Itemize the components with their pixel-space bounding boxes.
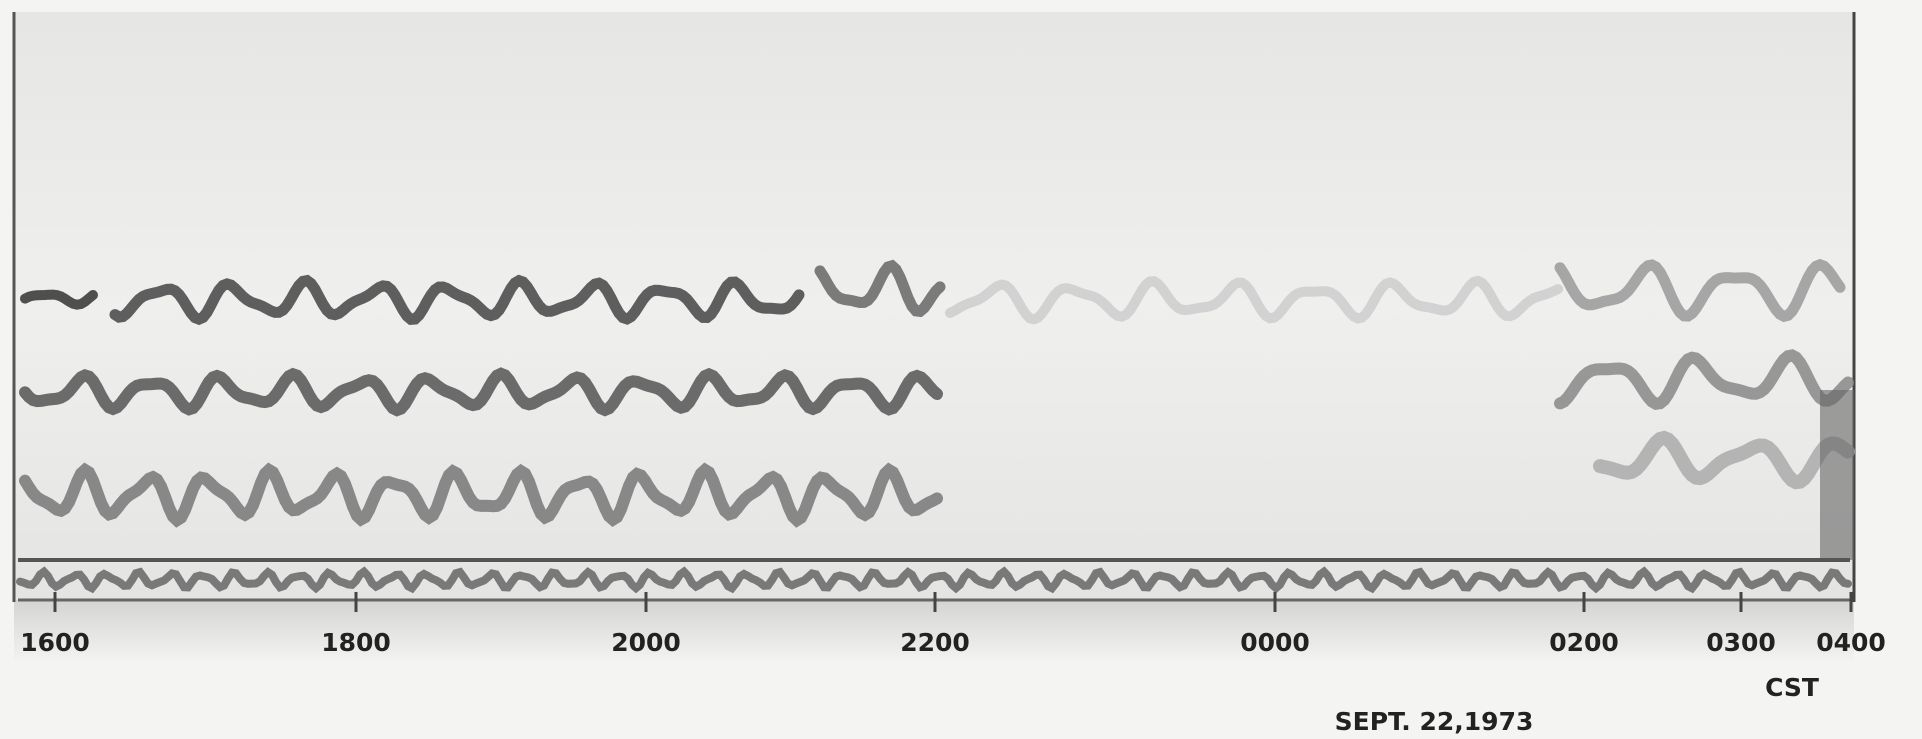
echo-trace — [1593, 430, 1855, 490]
dark-patch — [1820, 390, 1854, 560]
echo-trace — [814, 259, 946, 318]
echo-trace — [19, 462, 943, 528]
echo-trace — [945, 275, 1563, 325]
time-zone: CST — [1765, 673, 1819, 702]
echo-trace — [16, 566, 1852, 594]
time-label: 0400 — [1816, 628, 1886, 657]
time-label: 1600 — [20, 628, 90, 657]
time-label: 2000 — [611, 628, 681, 657]
echo-trace — [20, 289, 98, 310]
traces — [16, 258, 1855, 594]
echo-trace — [1554, 349, 1854, 411]
time-label: 2200 — [900, 628, 970, 657]
echo-trace — [1554, 258, 1846, 323]
echo-trace — [109, 274, 805, 326]
time-label: 0000 — [1240, 628, 1310, 657]
time-label: 1800 — [321, 628, 391, 657]
echo-trace — [19, 367, 943, 417]
time-label: 0300 — [1706, 628, 1776, 657]
time-labels: 1600 1800 2000 2200 0000 0200 0300 0400 — [20, 592, 1886, 657]
time-label: 0200 — [1549, 628, 1619, 657]
date: SEPT. 22,1973 — [1335, 707, 1534, 736]
